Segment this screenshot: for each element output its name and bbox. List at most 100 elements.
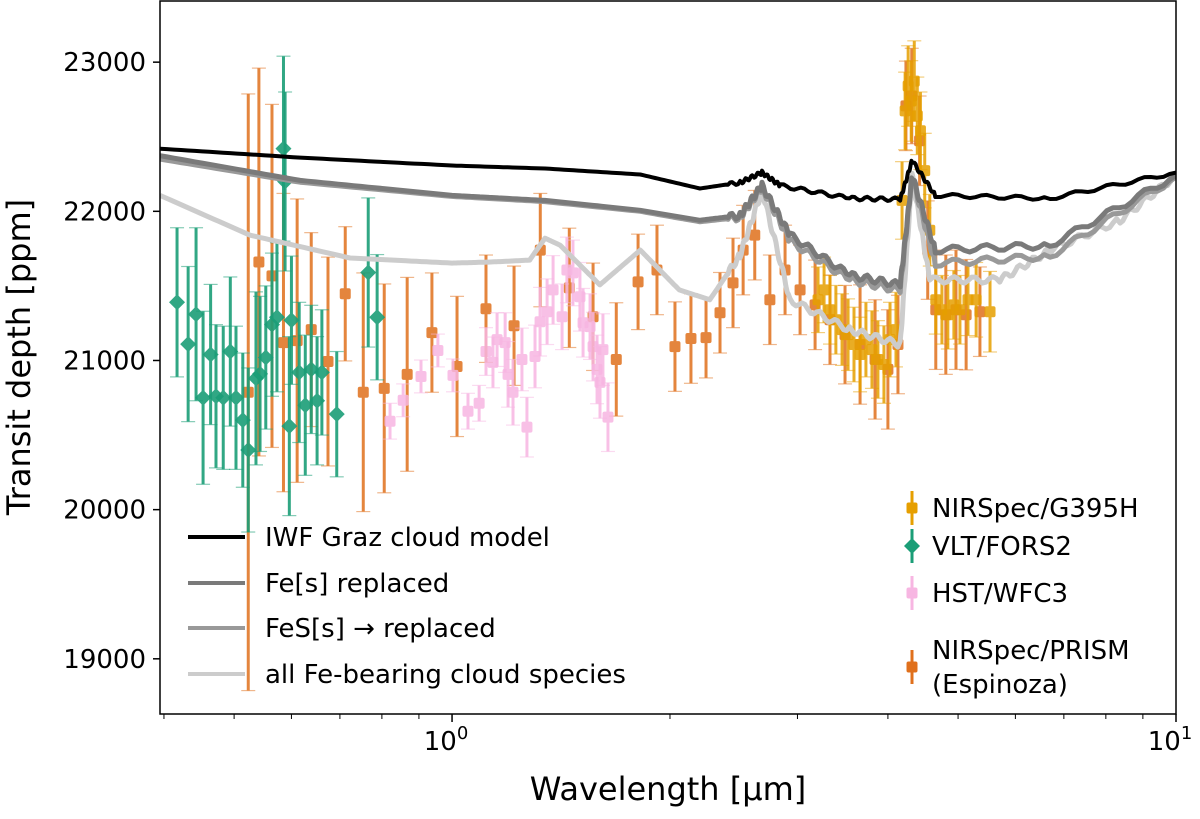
square-marker: [508, 320, 520, 332]
y-tick-label: 20000: [63, 496, 146, 526]
legend-label: NIRSpec/PRISM: [932, 636, 1130, 666]
legend-item-hst-wfc3: HST/WFC3: [906, 576, 1068, 610]
data-point: [195, 310, 212, 485]
legend-label: IWF Graz cloud model: [265, 523, 550, 553]
legend-label: HST/WFC3: [932, 579, 1068, 609]
data-point: [519, 396, 534, 458]
data-point: [377, 283, 392, 494]
data-point: [846, 306, 861, 383]
legend-square-marker: [906, 587, 918, 599]
square-marker: [954, 304, 966, 316]
legend-item-fes-s-replaced: FeS[s] → replaced: [188, 614, 496, 644]
legend-square-marker: [906, 661, 918, 673]
square-marker: [473, 397, 485, 409]
square-marker: [521, 421, 533, 433]
y-tick-label: 22000: [63, 197, 146, 227]
data-point: [400, 276, 415, 472]
y-axis-label: Transit depth [ppm]: [0, 199, 38, 516]
x-tick-exponent: 1: [1181, 723, 1192, 744]
legend-label: VLT/FORS2: [932, 532, 1072, 562]
legend-label: Fe[s] replaced: [265, 569, 449, 599]
square-marker: [764, 294, 776, 306]
diamond-marker: [257, 349, 274, 366]
legend-item-iwf-graz-cloud-model: IWF Graz cloud model: [188, 523, 550, 553]
legend-label: (Espinoza): [932, 670, 1068, 700]
square-marker: [749, 229, 761, 241]
square-marker: [339, 288, 351, 300]
square-marker: [462, 405, 474, 417]
diamond-marker: [283, 312, 300, 329]
data-point: [281, 336, 298, 517]
square-marker: [277, 337, 289, 349]
diamond-marker: [215, 389, 232, 406]
diamond-marker: [195, 389, 212, 406]
diamond-marker: [369, 309, 386, 326]
y-tick-label: 19000: [63, 645, 146, 675]
data-point: [983, 270, 998, 353]
x-axis-label: Wavelength [μm]: [530, 770, 807, 808]
data-point: [811, 266, 826, 334]
data-point: [683, 293, 698, 384]
square-marker: [447, 369, 459, 381]
data-point: [430, 333, 445, 368]
diamond-marker: [222, 343, 239, 360]
square-marker: [602, 411, 614, 423]
y-axis-ticks: 19000 20000 21000 22000 23000: [63, 48, 160, 675]
square-marker: [502, 368, 514, 380]
square-marker: [516, 353, 528, 365]
data-point: [215, 325, 232, 470]
series-hst-wfc3: [383, 236, 615, 458]
square-marker: [632, 276, 644, 288]
legend-item-all-fe-bearing-cloud-species: all Fe-bearing cloud species: [188, 660, 626, 690]
data-point: [631, 233, 646, 331]
legend-item-vlt-fors2: VLT/FORS2: [904, 529, 1072, 563]
data-point: [600, 382, 615, 453]
square-marker: [700, 332, 712, 344]
square-marker: [669, 341, 681, 353]
x-tick-label: 101: [1148, 723, 1193, 757]
data-point: [369, 253, 386, 381]
square-marker: [610, 353, 622, 365]
data-point: [726, 237, 741, 329]
x-tick-base: 10: [424, 727, 457, 757]
diamond-marker: [297, 397, 314, 414]
data-point: [472, 384, 487, 422]
diamond-marker: [268, 309, 285, 326]
diamond-marker: [281, 418, 298, 435]
square-marker: [384, 415, 396, 427]
legend-item-fe-s-replaced: Fe[s] replaced: [188, 569, 449, 599]
data-point: [822, 274, 837, 345]
data-point: [876, 325, 891, 404]
data-point: [793, 244, 808, 336]
x-axis-ticks: 100 101: [163, 714, 1193, 757]
square-marker: [812, 294, 824, 306]
legend-models: IWF Graz cloud model Fe[s] replaced FeS[s]…: [188, 523, 626, 690]
square-marker: [714, 307, 726, 319]
data-point: [667, 301, 682, 392]
diamond-marker: [188, 306, 205, 323]
square-marker: [685, 333, 697, 345]
square-marker: [848, 339, 860, 351]
data-point: [540, 278, 555, 346]
square-marker: [547, 284, 559, 296]
square-marker: [567, 267, 579, 279]
y-tick-label: 23000: [63, 48, 146, 78]
data-point: [222, 276, 239, 427]
square-marker: [480, 303, 492, 315]
square-marker: [597, 344, 609, 356]
legend-item-nirspec-prism-espinoza: NIRSpec/PRISM (Espinoza): [906, 636, 1130, 700]
square-marker: [866, 344, 878, 356]
diamond-marker: [180, 336, 197, 353]
model-curves: [160, 146, 1176, 350]
data-point: [188, 227, 205, 402]
data-point: [514, 327, 529, 392]
data-point: [478, 327, 493, 376]
diamond-marker: [227, 389, 244, 406]
square-marker: [397, 394, 409, 406]
square-marker: [794, 284, 806, 296]
square-marker: [253, 256, 265, 268]
diamond-marker: [169, 294, 186, 311]
data-point: [555, 283, 570, 351]
data-point: [180, 265, 197, 423]
square-marker: [727, 277, 739, 289]
